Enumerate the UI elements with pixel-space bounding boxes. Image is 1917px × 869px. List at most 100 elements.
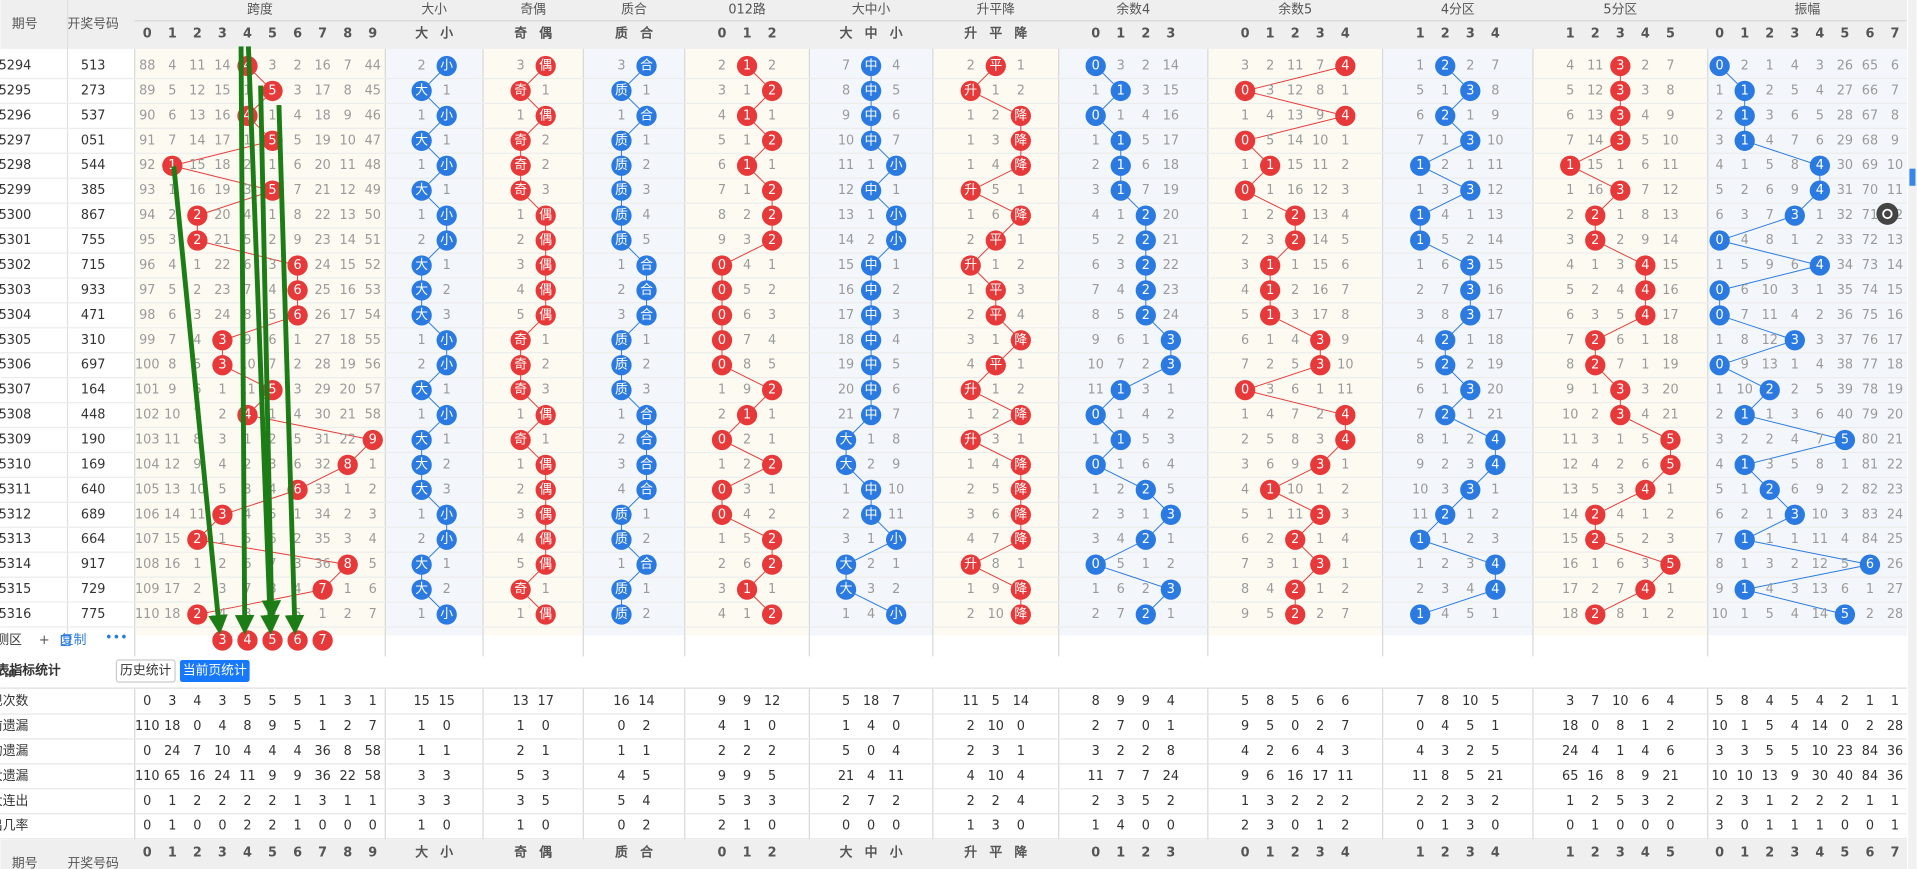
tab-active[interactable]: 当前页统计 — [183, 663, 247, 679]
more-button[interactable]: ••• — [105, 631, 128, 646]
scroll-thumb[interactable] — [1909, 168, 1916, 186]
miss-value: 1 — [1416, 59, 1424, 74]
sub-header: 2 — [1141, 846, 1150, 861]
hit-ball — [611, 230, 632, 251]
tab-bg-active[interactable] — [179, 660, 250, 682]
settings-button[interactable] — [1876, 202, 1899, 225]
miss-value: 1 — [642, 507, 650, 522]
miss-value: 17 — [164, 582, 180, 597]
hit-ball — [1610, 379, 1631, 401]
tab-bg[interactable] — [115, 659, 176, 683]
trend-line — [197, 190, 273, 217]
hit-value: 升 — [964, 258, 977, 273]
stat-value: 5 — [642, 769, 650, 784]
miss-value: 9 — [743, 383, 751, 398]
stat-value: 110 — [135, 719, 160, 734]
miss-value: 75 — [1862, 308, 1878, 323]
miss-value: 2 — [642, 358, 650, 373]
draw-number: 715 — [81, 258, 106, 273]
miss-value: 2 — [1142, 582, 1150, 597]
stat-value: 3 — [418, 769, 426, 784]
miss-value: 2 — [542, 158, 550, 173]
predict-ball[interactable] — [312, 630, 333, 651]
miss-value: 8 — [1316, 83, 1324, 98]
issue: 2025300 — [0, 208, 31, 223]
stat-value: 5 — [268, 694, 276, 709]
hit-ball — [1234, 80, 1256, 102]
miss-value: 17 — [1562, 582, 1578, 597]
stat-value: 10 — [1711, 719, 1727, 734]
hit-ball — [1460, 379, 1481, 401]
hit-ball — [960, 255, 981, 276]
issue: 2025303 — [0, 283, 31, 298]
hit-value: 小 — [890, 607, 903, 622]
stat-value: 36 — [1887, 769, 1903, 784]
predict-ball[interactable] — [287, 630, 308, 651]
hit-ball — [411, 305, 432, 326]
hit-value: 2 — [768, 532, 776, 547]
stat-value: 2 — [1142, 744, 1150, 759]
sub-header: 1 — [1116, 846, 1125, 861]
hit-value: 合 — [640, 258, 653, 273]
stat-value: 3 — [1741, 794, 1749, 809]
miss-value: 2 — [1591, 283, 1599, 298]
scrollbar[interactable] — [1908, 0, 1917, 869]
miss-value: 6 — [1117, 333, 1125, 348]
miss-value: 18 — [1662, 333, 1678, 348]
arrow — [245, 46, 280, 635]
sub-header: 1 — [743, 27, 752, 42]
miss-value: 2 — [418, 532, 426, 547]
tab[interactable]: 历史统计 — [120, 664, 171, 679]
hit-value: 2 — [1441, 408, 1449, 423]
column-header: 开奖号码 — [68, 857, 119, 869]
hit-ball — [535, 404, 556, 426]
hit-value: 1 — [1117, 133, 1125, 148]
miss-value: 14 — [1887, 258, 1903, 273]
hit-value: 降 — [1014, 457, 1027, 472]
predict-ball[interactable] — [237, 630, 258, 651]
stat-value: 5 — [542, 794, 550, 809]
hit-ball — [187, 230, 208, 251]
miss-value: 9 — [1716, 582, 1724, 597]
group-header: 跨度 — [247, 1, 273, 17]
hit-value: 偶 — [539, 457, 552, 472]
issue: 2025311 — [0, 482, 31, 497]
miss-value: 1 — [517, 108, 525, 123]
hit-ball — [960, 379, 981, 401]
hit-ball — [411, 280, 432, 301]
stat-value: 8 — [344, 744, 352, 759]
miss-value: 11 — [189, 507, 205, 522]
miss-value: 1 — [617, 557, 625, 572]
predict-ball[interactable] — [262, 630, 283, 651]
miss-value: 13 — [340, 208, 356, 223]
hit-ball — [1010, 479, 1031, 501]
miss-value: 57 — [365, 383, 381, 398]
footer-header-bg — [0, 839, 1907, 869]
hit-value: 中 — [865, 383, 878, 398]
miss-value: 11 — [1587, 59, 1603, 74]
hit-ball — [636, 255, 657, 276]
hit-ball — [761, 529, 783, 550]
miss-value: 13 — [164, 482, 180, 497]
hit-value: 3 — [1167, 333, 1175, 348]
hit-value: 5 — [1841, 607, 1849, 622]
miss-value: 7 — [293, 183, 301, 198]
miss-value: 6 — [1841, 582, 1849, 597]
miss-value: 2 — [1142, 59, 1150, 74]
hit-ball — [436, 355, 457, 376]
copy-button[interactable]: 复制 — [61, 633, 87, 648]
miss-value: 3 — [1816, 59, 1824, 74]
hit-value: 3 — [218, 358, 226, 373]
miss-value: 5 — [218, 482, 226, 497]
stat-value: 7 — [193, 744, 201, 759]
hit-ball — [1784, 205, 1805, 226]
miss-value: 2 — [1641, 59, 1649, 74]
miss-value: 24 — [214, 308, 230, 323]
miss-value: 10 — [1562, 408, 1578, 423]
hit-value: 2 — [1142, 482, 1150, 497]
stat-value: 1 — [1491, 719, 1499, 734]
stat-value: 0 — [1591, 719, 1599, 734]
hit-ball — [535, 504, 556, 525]
hit-ball — [761, 604, 783, 625]
predict-ball[interactable] — [212, 630, 233, 651]
